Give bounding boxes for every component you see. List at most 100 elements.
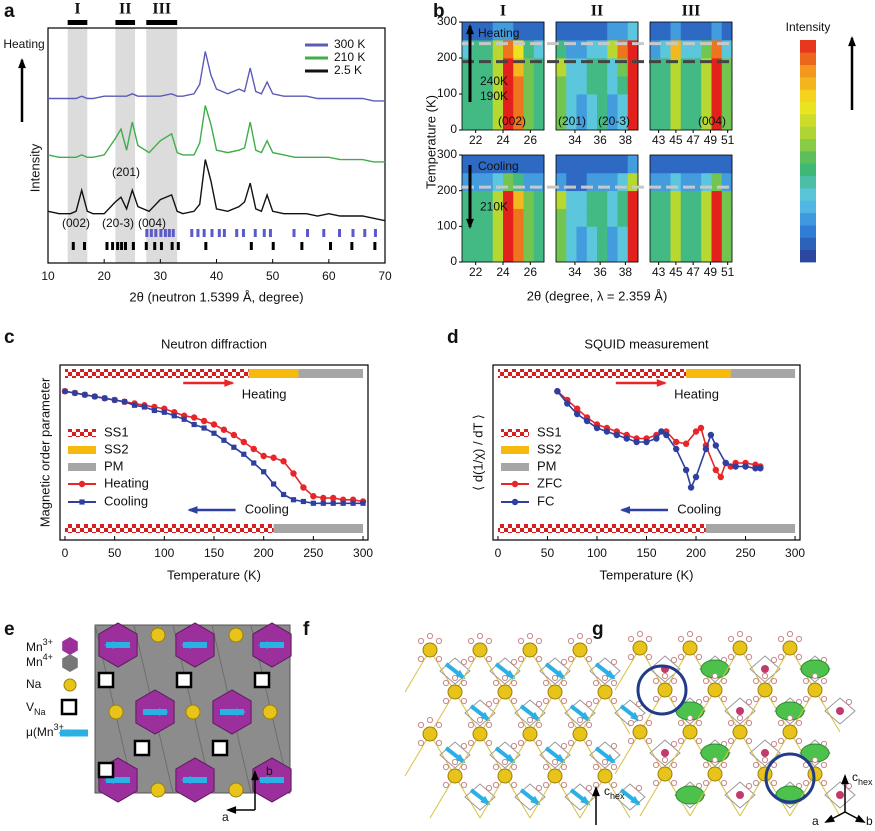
legend-label: chex: [604, 784, 625, 801]
heatmap-cell: [650, 244, 661, 263]
o-atom: [795, 653, 803, 661]
arrow-label: Cooling: [677, 501, 721, 516]
arrow-head: [58, 729, 69, 737]
heatmap-cell: [701, 208, 712, 227]
heatmap-cell: [650, 40, 661, 59]
heatmap-cell: [556, 22, 567, 41]
octahedron: [539, 657, 571, 685]
x-tick-label: 20: [97, 269, 111, 283]
heatmap-cell: [711, 22, 723, 41]
arrow-head: [258, 776, 269, 784]
text-part: μ(Mn: [26, 725, 54, 739]
o-atom: [802, 779, 810, 787]
panel-label: b: [433, 1, 445, 22]
heatmap-cell: [482, 208, 494, 227]
legend-label: b: [866, 814, 873, 828]
o-atom: [745, 737, 753, 745]
legend-icon: [63, 678, 77, 692]
bond: [714, 731, 741, 775]
heatmap-cell: [680, 155, 692, 174]
o-atom: [442, 781, 450, 789]
data-point: [92, 393, 98, 400]
o-atom: [592, 697, 600, 705]
heatmap-cell: [627, 190, 639, 209]
bond: [714, 647, 741, 691]
heatmap-cell: [607, 22, 618, 41]
x-tick-label: 24: [496, 265, 510, 279]
data-point: [653, 435, 660, 442]
legend-swatch: [501, 463, 529, 471]
heatmap-cell: [523, 155, 535, 174]
bond: [479, 649, 506, 693]
octahedron: [724, 697, 756, 725]
heatmap-cell: [650, 112, 661, 131]
o-atom: [761, 756, 769, 764]
o-atom: [460, 781, 468, 789]
data-point: [260, 452, 267, 460]
bond: [554, 649, 581, 693]
data-point: [633, 438, 640, 446]
data-point: [360, 500, 366, 506]
heatmap-cell: [701, 226, 712, 245]
o-atom: [517, 655, 525, 663]
peak-label: (201): [112, 165, 140, 179]
heatmap-cell: [680, 208, 692, 227]
data-point: [752, 465, 759, 472]
o-atom: [492, 763, 500, 771]
o-atom: [670, 656, 678, 664]
o-atom: [752, 677, 760, 685]
o-atom: [727, 635, 735, 643]
peak-label: (002): [62, 216, 90, 230]
o-atom: [811, 756, 819, 764]
na-atom: [707, 682, 723, 698]
o-atom: [652, 677, 660, 685]
arrow-head: [505, 753, 516, 764]
o-atom: [560, 697, 568, 705]
o-atom: [727, 653, 735, 661]
na-atom: [522, 726, 538, 742]
x-tick-label: 300: [785, 546, 805, 560]
heatmap-cell: [586, 226, 598, 245]
panel-label: a: [4, 1, 15, 22]
data-point: [712, 442, 720, 449]
heatmap-cell: [586, 22, 598, 41]
peak-label: (004): [698, 114, 726, 128]
heatmap-cell: [627, 155, 639, 174]
heatmap-cell: [566, 208, 577, 227]
heatmap-cell: [492, 58, 504, 77]
arrow-head: [619, 506, 631, 514]
y-axis-label: ⟨ d(1/χ) / dT ⟩: [470, 414, 485, 491]
o-atom: [702, 779, 710, 787]
octahedron: [564, 783, 596, 811]
o-atom: [460, 742, 468, 750]
text-part: 3+: [43, 637, 53, 647]
o-atom: [426, 632, 434, 640]
o-atom: [777, 653, 785, 661]
heatmap-cell: [523, 94, 535, 113]
plot-frame: [555, 21, 639, 131]
heatmap-cell: [482, 172, 494, 192]
heatmap-cell: [597, 226, 608, 245]
data-point: [682, 440, 690, 447]
data-point: [230, 431, 238, 439]
o-atom: [442, 697, 450, 705]
bond: [404, 649, 431, 693]
octahedron: [539, 741, 571, 769]
heatmap-cell: [472, 58, 483, 77]
data-point: [191, 421, 197, 428]
data-point: [643, 438, 650, 446]
bond: [454, 649, 481, 693]
bond: [579, 649, 606, 693]
heatmap-cell: [533, 226, 545, 245]
arrow-head: [235, 708, 246, 716]
heatmap-cell: [482, 112, 494, 131]
arrow-head: [104, 641, 115, 649]
o-atom: [510, 658, 518, 666]
o-atom: [752, 761, 760, 769]
na-atom: [632, 640, 648, 656]
o-atom: [517, 721, 525, 729]
heatmap-cell: [513, 58, 524, 77]
data-point: [717, 473, 724, 481]
x-tick-label: 24: [496, 133, 510, 147]
bond: [504, 775, 531, 819]
